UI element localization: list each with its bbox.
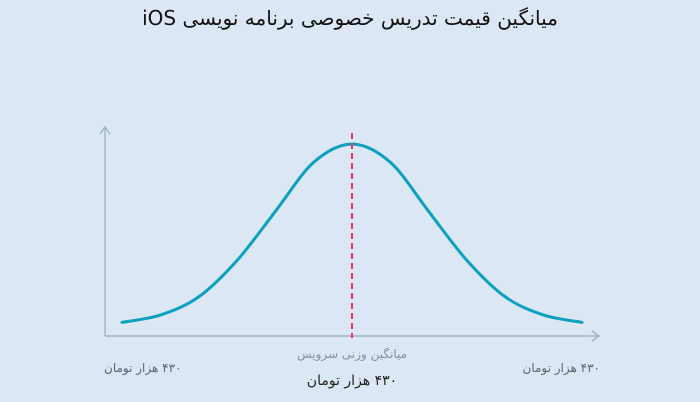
chart-title: میانگین قیمت تدریس خصوصی برنامه نویسی iO… (142, 6, 558, 30)
mean-caption: میانگین وزنی سرویس (296, 347, 408, 361)
x-label-left: ۴۳۰ هزار تومان (104, 361, 182, 375)
mean-value: ۴۳۰ هزار تومان (306, 373, 398, 389)
x-axis-arrow (591, 330, 601, 342)
y-axis-arrow (99, 125, 111, 135)
x-label-right: ۴۳۰ هزار تومان (522, 361, 601, 375)
